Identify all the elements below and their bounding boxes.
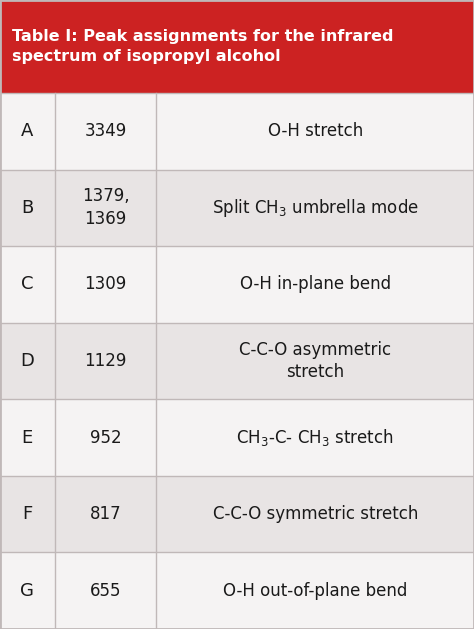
Text: 1309: 1309 — [84, 276, 127, 294]
Text: G: G — [20, 582, 34, 599]
Text: 655: 655 — [90, 582, 121, 599]
Text: D: D — [20, 352, 34, 370]
Bar — [0, 93, 474, 170]
Text: B: B — [21, 199, 33, 217]
Text: A: A — [21, 123, 34, 140]
Text: O-H out-of-plane bend: O-H out-of-plane bend — [223, 582, 407, 599]
Bar — [0, 552, 474, 629]
Text: Split CH$_3$ umbrella mode: Split CH$_3$ umbrella mode — [212, 197, 419, 219]
Text: O-H stretch: O-H stretch — [268, 123, 363, 140]
Bar — [0, 246, 474, 323]
Bar — [0, 476, 474, 552]
Text: C: C — [21, 276, 34, 294]
Text: 3349: 3349 — [84, 123, 127, 140]
Text: 1379,
1369: 1379, 1369 — [82, 187, 129, 228]
Text: C-C-O asymmetric
stretch: C-C-O asymmetric stretch — [239, 340, 391, 382]
Text: 1129: 1129 — [84, 352, 127, 370]
Bar — [0, 399, 474, 476]
Bar — [0, 0, 474, 93]
Bar — [0, 323, 474, 399]
Text: C-C-O symmetric stretch: C-C-O symmetric stretch — [212, 505, 418, 523]
Bar — [0, 170, 474, 246]
Text: 817: 817 — [90, 505, 121, 523]
Text: CH$_3$-C- CH$_3$ stretch: CH$_3$-C- CH$_3$ stretch — [237, 427, 394, 448]
Text: O-H in-plane bend: O-H in-plane bend — [240, 276, 391, 294]
Text: 952: 952 — [90, 428, 121, 447]
Text: Table I: Peak assignments for the infrared
spectrum of isopropyl alcohol: Table I: Peak assignments for the infrar… — [12, 30, 393, 64]
Text: F: F — [22, 505, 32, 523]
Text: E: E — [22, 428, 33, 447]
